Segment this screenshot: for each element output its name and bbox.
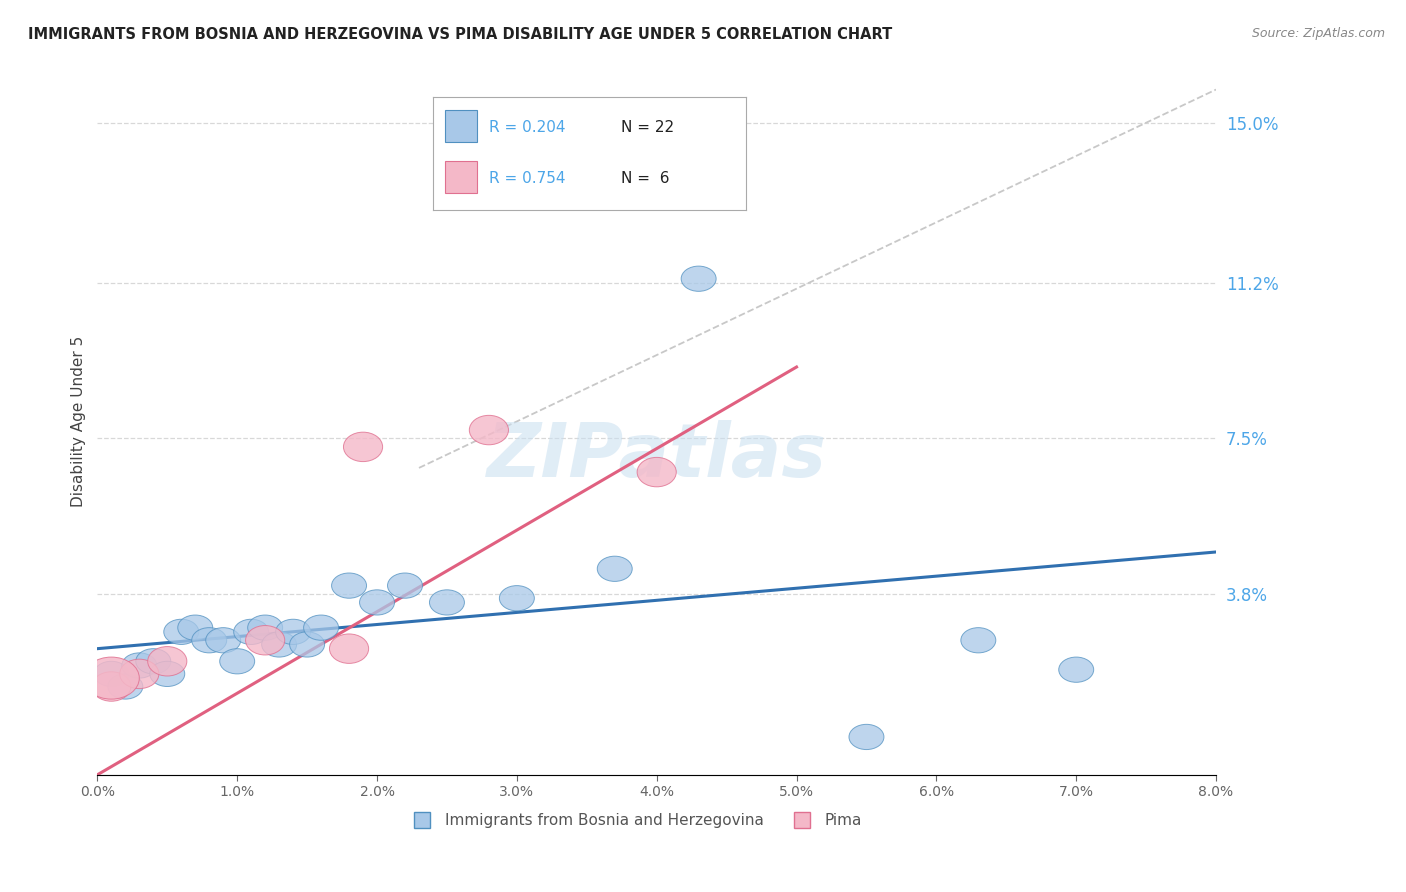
Ellipse shape [91,672,131,701]
Ellipse shape [360,590,395,615]
Ellipse shape [191,628,226,653]
Ellipse shape [470,416,509,445]
Ellipse shape [247,615,283,640]
Ellipse shape [388,573,422,599]
Ellipse shape [276,619,311,644]
Ellipse shape [94,661,129,687]
Ellipse shape [429,590,464,615]
Ellipse shape [1059,657,1094,682]
Ellipse shape [120,659,159,689]
Ellipse shape [598,557,633,582]
Ellipse shape [122,653,157,678]
Ellipse shape [205,628,240,653]
Ellipse shape [233,619,269,644]
Ellipse shape [343,432,382,461]
Ellipse shape [332,573,367,599]
Ellipse shape [290,632,325,657]
Ellipse shape [163,619,198,644]
Text: ZIPatlas: ZIPatlas [486,420,827,493]
Ellipse shape [262,632,297,657]
Ellipse shape [637,458,676,487]
Y-axis label: Disability Age Under 5: Disability Age Under 5 [72,336,86,508]
Ellipse shape [136,648,170,673]
Ellipse shape [304,615,339,640]
Ellipse shape [849,724,884,749]
Ellipse shape [681,266,716,292]
Ellipse shape [960,628,995,653]
Ellipse shape [148,647,187,676]
Ellipse shape [83,657,139,699]
Ellipse shape [329,634,368,664]
Legend: Immigrants from Bosnia and Herzegovina, Pima: Immigrants from Bosnia and Herzegovina, … [401,807,869,834]
Ellipse shape [150,661,184,687]
Text: IMMIGRANTS FROM BOSNIA AND HERZEGOVINA VS PIMA DISABILITY AGE UNDER 5 CORRELATIO: IMMIGRANTS FROM BOSNIA AND HERZEGOVINA V… [28,27,893,42]
Text: Source: ZipAtlas.com: Source: ZipAtlas.com [1251,27,1385,40]
Ellipse shape [177,615,212,640]
Ellipse shape [219,648,254,673]
Ellipse shape [499,586,534,611]
Ellipse shape [246,625,285,655]
Ellipse shape [108,673,143,699]
